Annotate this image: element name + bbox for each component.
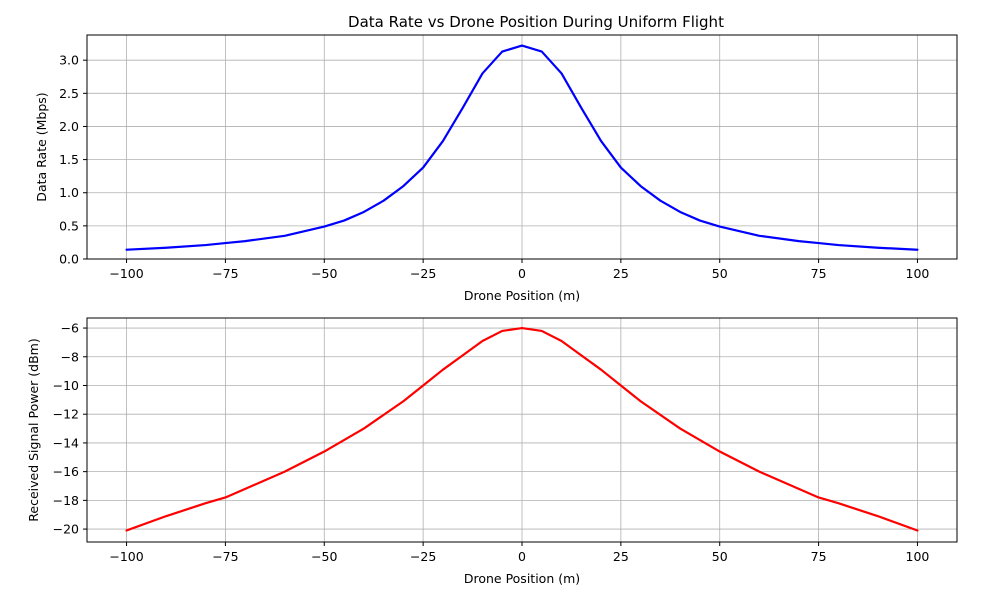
x-tick-label: −75 [212, 266, 238, 281]
x-tick-label: 0 [518, 549, 526, 564]
x-tick-label: 50 [712, 549, 728, 564]
data-rate-subplot: −100 −75 −50 −25 0 25 50 75 100 0.0 0.5 1.0 1.5 2.0 2.… [34, 34, 958, 303]
x-tick-label: −100 [109, 266, 143, 281]
x-tick-label: 100 [906, 266, 930, 281]
x-tick-label: 0 [518, 266, 526, 281]
x-tick-label: −75 [212, 549, 238, 564]
y-axis-label: Data Rate (Mbps) [34, 92, 49, 201]
x-tick-label: −25 [410, 266, 436, 281]
y-tick-label: −8 [61, 349, 79, 364]
chart-title: Data Rate vs Drone Position During Unifo… [348, 13, 724, 31]
y-axis-label: Received Signal Power (dBm) [26, 338, 41, 521]
y-tick-label: 0.0 [59, 252, 79, 267]
series-line [125, 326, 919, 532]
y-tick-label: 0.5 [59, 218, 79, 233]
y-tick-label: −14 [53, 435, 79, 450]
series-line [125, 44, 919, 251]
x-tick-label: 100 [906, 549, 930, 564]
x-tick-label: 25 [613, 549, 629, 564]
y-tick-label: −10 [53, 378, 79, 393]
y-tick-label: −16 [53, 464, 79, 479]
x-tick-label: −25 [410, 549, 436, 564]
x-tick-label: −50 [311, 549, 337, 564]
y-tick-label: 1.0 [59, 185, 79, 200]
y-tick-label: −18 [53, 493, 79, 508]
x-tick-label: 25 [613, 266, 629, 281]
x-tick-label: 75 [811, 549, 827, 564]
x-axis-label: Drone Position (m) [464, 288, 580, 303]
y-tick-label: 1.5 [59, 152, 79, 167]
y-tick-label: 2.0 [59, 119, 79, 134]
y-tick-label: −20 [53, 522, 79, 537]
x-tick-label: −50 [311, 266, 337, 281]
y-tick-label: −12 [53, 407, 79, 422]
x-axis-label: Drone Position (m) [464, 571, 580, 586]
x-tick-label: 75 [811, 266, 827, 281]
y-tick-label: 2.5 [59, 86, 79, 101]
y-tick-label: 3.0 [59, 53, 79, 68]
signal-power-subplot: −100 −75 −50 −25 0 25 50 75 100 −20 −18 −16 −14 −12 −1… [26, 317, 958, 586]
x-tick-label: 50 [712, 266, 728, 281]
x-tick-label: −100 [109, 549, 143, 564]
y-tick-label: −6 [61, 321, 79, 336]
